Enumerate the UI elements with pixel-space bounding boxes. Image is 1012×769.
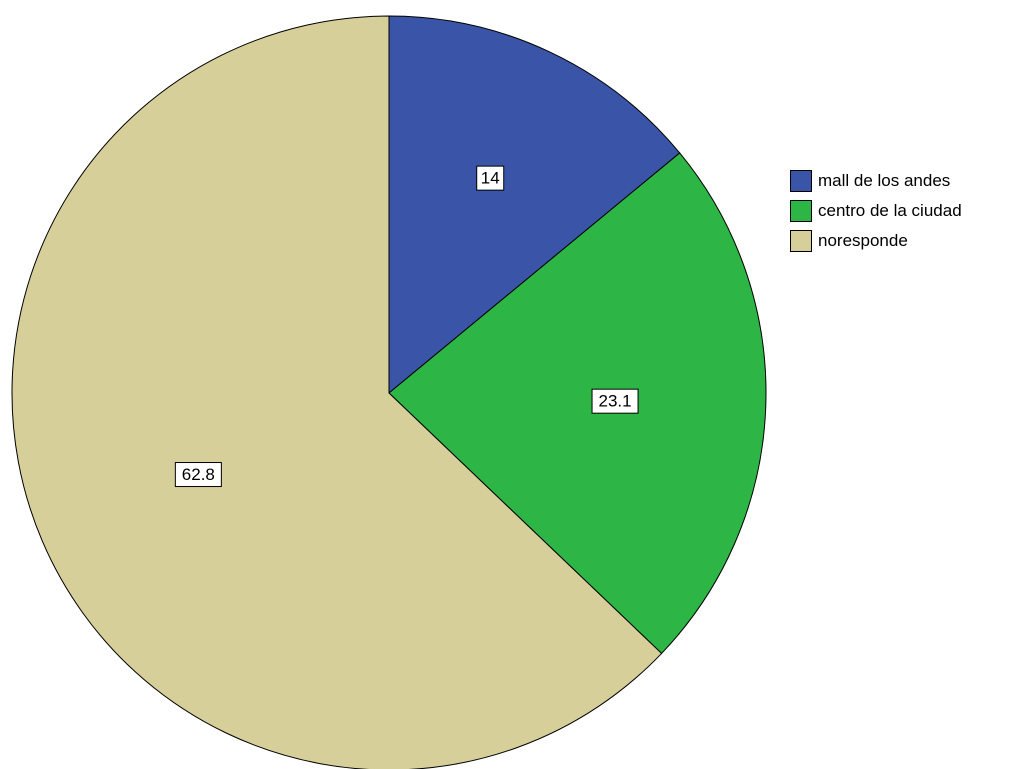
slice-value-label: 23.1: [599, 392, 632, 411]
legend-swatch-mall-de-los-andes: [790, 170, 812, 192]
legend-label: centro de la ciudad: [818, 201, 962, 220]
legend-item-centro-de-la-ciudad: centro de la ciudad: [790, 196, 962, 226]
slice-value-label: 62.8: [182, 465, 215, 484]
legend-label: mall de los andes: [818, 171, 951, 190]
legend-swatch-noresponde: [790, 230, 812, 252]
slice-label-box: [174, 462, 222, 488]
legend-swatch-centro-de-la-ciudad: [790, 200, 812, 222]
slice-label-centro-de-la-ciudad: 23.1: [591, 388, 639, 414]
slice-value-label: 14: [481, 169, 500, 188]
pie-slice-mall-de-los-andes: [388, 15, 681, 395]
pie-slices: [11, 15, 767, 769]
slice-labels: 14 23.1 62.8: [174, 165, 639, 488]
legend-item-noresponde: noresponde: [790, 226, 962, 256]
legend-item-mall-de-los-andes: mall de los andes: [790, 166, 962, 196]
slice-label-noresponde: 62.8: [174, 462, 222, 488]
slice-label-box: [476, 165, 505, 191]
pie-slice-noresponde: [11, 15, 663, 769]
slice-label-mall-de-los-andes: 14: [476, 165, 505, 191]
pie-slice-centro-de-la-ciudad: [388, 152, 767, 655]
legend-label: noresponde: [818, 231, 908, 250]
legend: mall de los andes centro de la ciudad no…: [790, 166, 962, 256]
slice-label-box: [591, 388, 639, 414]
